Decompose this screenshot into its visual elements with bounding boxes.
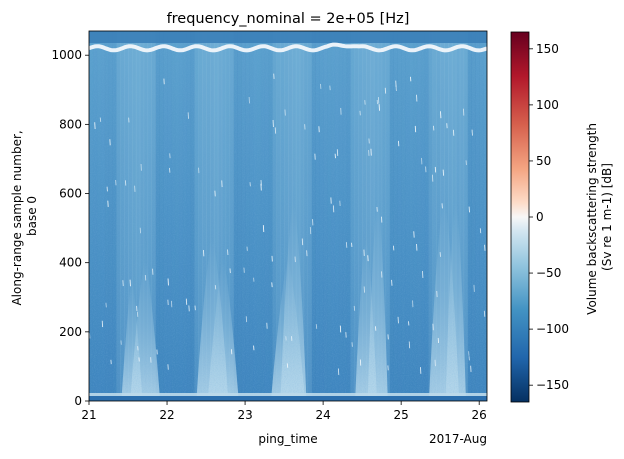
echogram-plot-area	[89, 31, 495, 401]
colorbar-tick-label: 0	[536, 210, 544, 224]
surface-band	[89, 31, 487, 43]
y-axis-label-line-2: base 0	[25, 196, 39, 236]
x-axis-offset-label: 2017-Aug	[429, 432, 487, 446]
colorbar-tick-label: −100	[536, 322, 569, 336]
colorbar	[511, 32, 529, 402]
x-tick-label: 26	[472, 408, 487, 422]
x-tick-label: 22	[159, 408, 174, 422]
x-tick-label: 25	[394, 408, 409, 422]
x-tick-label: 24	[315, 408, 330, 422]
x-tick-label: 23	[237, 408, 252, 422]
y-tick-label: 1000	[51, 48, 82, 62]
x-tick-label: 21	[81, 408, 96, 422]
y-axis-label: Along-range sample number, base 0	[10, 126, 39, 305]
colorbar-label-line-2: (Sv re 1 m-1) [dB]	[600, 163, 614, 271]
x-axis-label: ping_time	[258, 432, 317, 446]
y-tick-label: 800	[59, 117, 82, 131]
time-band	[491, 31, 496, 401]
chart-title: frequency_nominal = 2e+05 [Hz]	[167, 11, 410, 27]
colorbar-label-line-1: Volume backscattering strength	[585, 123, 599, 315]
bottom-band	[89, 396, 487, 401]
colorbar-tick-label: 50	[536, 154, 551, 168]
y-tick-label: 600	[59, 187, 82, 201]
colorbar-ticks: −150 −100 −50 0 50 100 150	[529, 42, 569, 392]
y-axis-label-line-1: Along-range sample number,	[10, 130, 24, 305]
y-tick-label: 0	[74, 394, 82, 408]
y-tick-label: 200	[59, 325, 82, 339]
y-tick-label: 400	[59, 256, 82, 270]
x-axis-ticks: 21 22 23 24 25 26	[81, 401, 486, 422]
colorbar-tick-label: −150	[536, 378, 569, 392]
colorbar-label: Volume backscattering strength (Sv re 1 …	[585, 119, 614, 315]
colorbar-tick-label: 150	[536, 42, 559, 56]
time-band	[487, 31, 492, 401]
colorbar-tick-label: 100	[536, 98, 559, 112]
echogram-noise	[89, 31, 487, 401]
colorbar-tick-label: −50	[536, 266, 561, 280]
y-axis-ticks: 0 200 400 600 800 1000	[51, 48, 89, 408]
near-field-band	[89, 393, 487, 396]
